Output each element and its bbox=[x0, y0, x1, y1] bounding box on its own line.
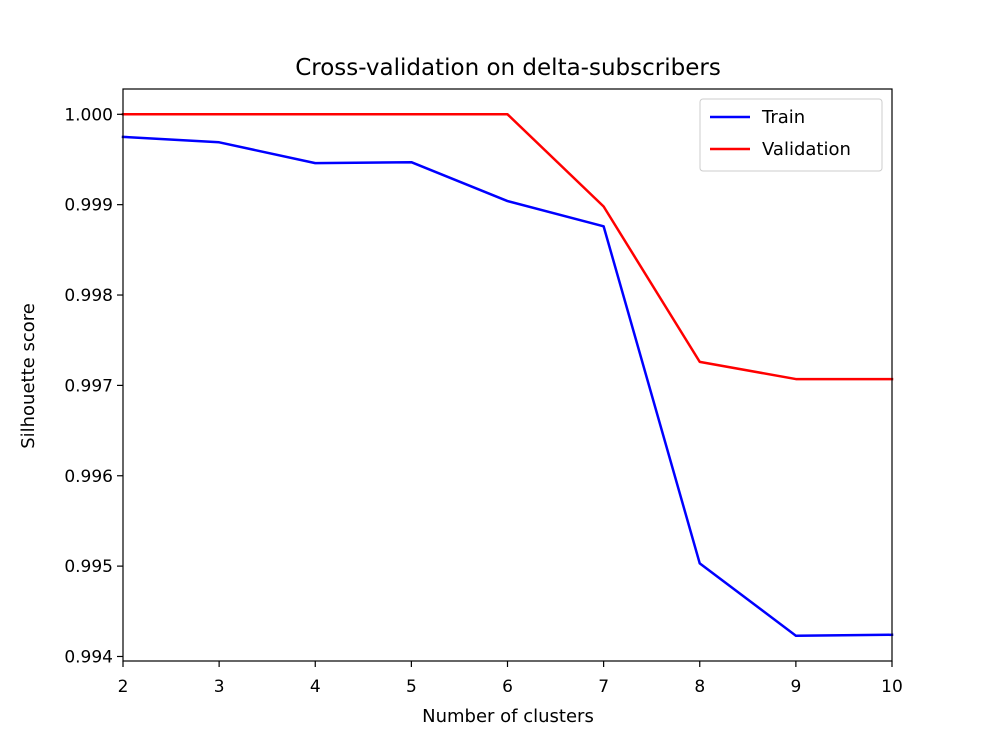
legend-label: Train bbox=[761, 107, 805, 128]
x-tick-label: 4 bbox=[310, 677, 321, 697]
y-tick-label: 0.994 bbox=[64, 647, 113, 667]
y-tick-label: 0.998 bbox=[64, 286, 113, 306]
x-axis-label: Number of clusters bbox=[422, 706, 594, 727]
series-line-validation bbox=[121, 113, 894, 381]
legend: Train Validation bbox=[699, 98, 883, 172]
plot-background bbox=[123, 89, 892, 661]
x-axis: 2 3 4 5 6 7 8 9 10 bbox=[118, 661, 903, 697]
x-tick-label: 3 bbox=[214, 677, 225, 697]
x-tick-label: 7 bbox=[598, 677, 609, 697]
chart-title: Cross-validation on delta-subscribers bbox=[295, 55, 721, 81]
x-tick-label: 5 bbox=[406, 677, 417, 697]
y-tick-label: 0.999 bbox=[64, 196, 113, 216]
y-axis-label: Silhouette score bbox=[18, 303, 39, 449]
x-tick-label: 10 bbox=[881, 677, 903, 697]
series-layer bbox=[121, 113, 894, 637]
x-tick-label: 2 bbox=[118, 677, 129, 697]
y-tick-label: 1.000 bbox=[64, 105, 113, 125]
plot-area bbox=[121, 88, 894, 662]
x-tick-label: 8 bbox=[694, 677, 705, 697]
y-tick-label: 0.997 bbox=[64, 376, 113, 396]
x-tick-label: 9 bbox=[790, 677, 801, 697]
x-tick-label: 6 bbox=[502, 677, 513, 697]
series-line-train bbox=[121, 135, 894, 637]
y-axis: 0.994 0.995 0.996 0.997 0.998 0.999 1.000 bbox=[64, 105, 123, 667]
y-tick-label: 0.996 bbox=[64, 467, 113, 487]
legend-label: Validation bbox=[762, 139, 851, 160]
y-tick-label: 0.995 bbox=[64, 557, 113, 577]
